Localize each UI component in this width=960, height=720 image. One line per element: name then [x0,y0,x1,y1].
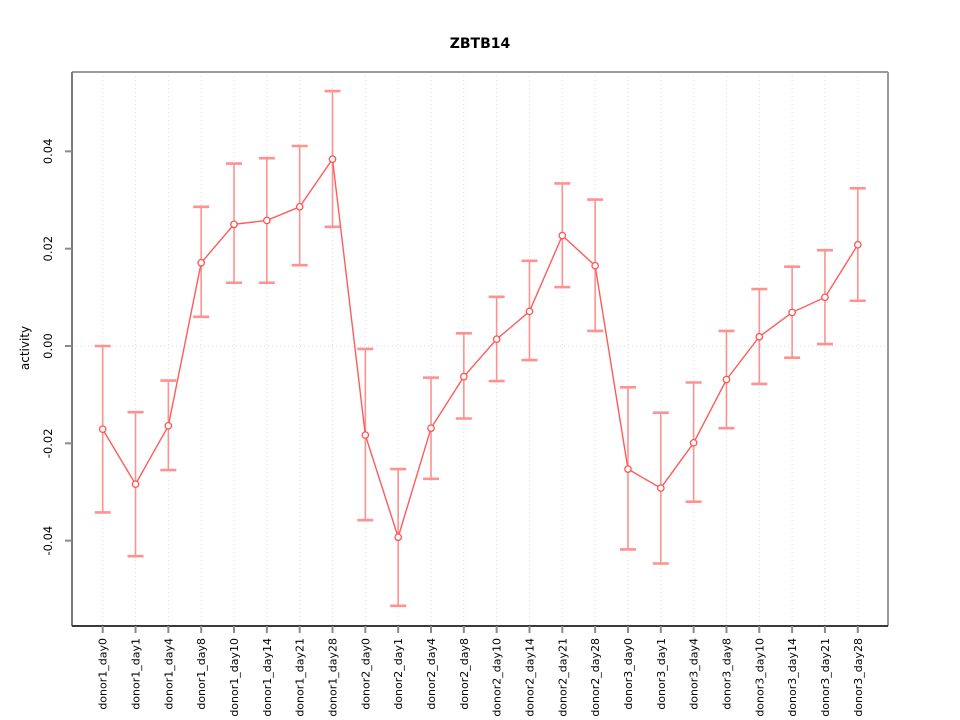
data-point-donor3_day4 [689,438,698,447]
x-tick-label: donor2_day8 [458,638,471,710]
data-point-donor1_day1 [131,480,140,489]
data-point-donor1_day21 [295,202,304,211]
x-tick-label: donor1_day4 [162,638,175,710]
x-tick-label: donor3_day4 [688,638,701,710]
series-line [102,157,859,540]
y-axis-title: activity [18,326,32,370]
data-point-donor3_day10 [755,332,764,341]
x-tick-label: donor3_day8 [720,638,733,710]
x-tick-label: donor1_day8 [195,638,208,710]
x-tick-label: donor1_day14 [261,638,274,717]
data-point-donor3_day0 [624,465,632,473]
data-point-donor2_day10 [492,335,501,344]
data-point-donor1_day8 [197,258,206,267]
chart-title: ZBTB14 [450,36,511,52]
x-tick-label: donor2_day28 [589,638,602,717]
data-point-donor1_day0 [98,425,107,434]
data-point-donor2_day8 [459,372,468,381]
y-tick-label: -0.04 [41,526,55,556]
data-point-donor2_day4 [427,424,435,433]
x-tick-label: donor2_day1 [392,638,405,710]
data-point-donor2_day14 [525,307,534,316]
y-tick-label: -0.02 [41,428,55,458]
x-tick-label: donor2_day4 [425,638,438,710]
data-point-donor2_day0 [361,431,370,439]
x-tick-label: donor2_day0 [359,638,372,710]
x-tick-label: donor3_day21 [819,638,832,717]
y-tick-label: 0.04 [41,139,55,165]
x-tick-label: donor3_day14 [786,638,799,717]
x-tick-label: donor2_day10 [491,638,504,717]
x-tick-label: donor2_day21 [556,638,569,717]
x-tick-label: donor1_day0 [97,638,110,710]
data-point-donor2_day21 [558,231,567,240]
x-tick-label: donor3_day28 [852,638,865,717]
data-point-donor3_day28 [853,240,862,249]
data-point-donor3_day1 [656,484,665,492]
data-point-donor2_day28 [591,261,600,270]
data-point-donor1_day28 [328,155,337,163]
data-point-donor1_day14 [262,216,271,225]
x-tick-label: donor3_day1 [655,638,668,710]
x-tick-label: donor1_day1 [130,638,143,710]
x-tick-label: donor2_day14 [523,638,536,717]
data-point-donor1_day4 [164,421,173,430]
x-tick-label: donor1_day10 [228,638,241,717]
data-point-donor3_day14 [788,308,796,317]
y-tick-label: 0.02 [41,236,55,262]
data-point-donor2_day1 [394,533,403,542]
data-point-donor3_day21 [821,293,829,302]
data-point-donor3_day8 [722,375,731,384]
x-tick-label: donor1_day21 [294,638,307,717]
x-tick-label: donor3_day10 [753,638,766,717]
data-point-donor1_day10 [230,220,238,229]
x-tick-label: donor1_day28 [327,638,340,717]
x-tick-label: donor3_day0 [622,638,635,710]
y-tick-label: 0.00 [41,333,55,359]
